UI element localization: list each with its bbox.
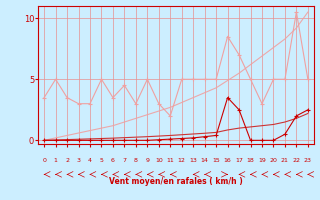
X-axis label: Vent moyen/en rafales ( km/h ): Vent moyen/en rafales ( km/h ) [109,177,243,186]
